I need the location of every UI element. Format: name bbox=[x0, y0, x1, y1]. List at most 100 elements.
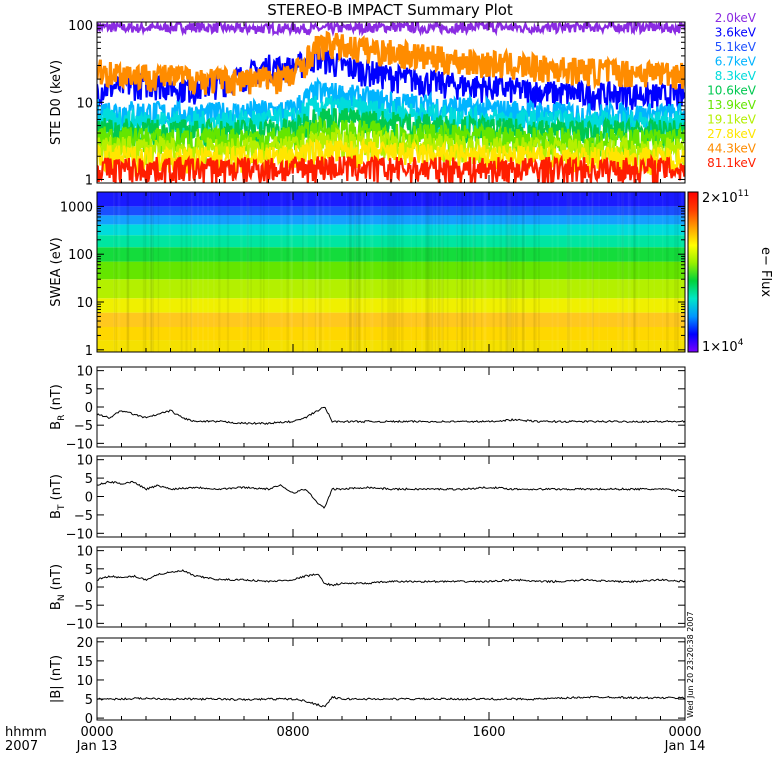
spectrogram-texture bbox=[551, 192, 554, 352]
spectrogram-texture bbox=[592, 192, 594, 352]
spectrogram-texture bbox=[653, 192, 655, 352]
spectrogram-texture bbox=[316, 192, 320, 352]
colorbar-min-label: 1×104 bbox=[702, 338, 744, 355]
spectrogram-texture bbox=[113, 192, 116, 352]
spectrogram-texture bbox=[290, 192, 293, 352]
spectrogram-texture bbox=[437, 192, 441, 352]
ytick-label: 0 bbox=[85, 491, 93, 506]
spectrogram-texture bbox=[627, 192, 630, 352]
legend-entry: 19.1keV bbox=[707, 113, 757, 127]
spectrogram-texture bbox=[180, 192, 183, 352]
spectrogram-texture bbox=[621, 192, 625, 352]
spectrogram-texture bbox=[665, 192, 669, 352]
spectrogram-texture bbox=[509, 192, 513, 352]
ytick-label: 0 bbox=[85, 401, 93, 416]
spectrogram-texture bbox=[592, 192, 594, 352]
panel-data-bmag bbox=[97, 695, 685, 708]
spectrogram-texture bbox=[426, 192, 429, 352]
spectrogram-texture bbox=[126, 192, 130, 352]
ytick-label: 0 bbox=[85, 712, 93, 727]
ylabel-bmag: |B| (nT) bbox=[49, 655, 64, 703]
spectrogram-texture bbox=[630, 192, 632, 352]
legend-entry: 44.3keV bbox=[707, 142, 757, 156]
series-line-bmag bbox=[97, 695, 685, 708]
spectrogram-texture bbox=[361, 192, 363, 352]
panel-br: 10 5 0 −5 −10 BR (nT) bbox=[49, 365, 686, 452]
ytick-label: −10 bbox=[66, 527, 93, 542]
spectrogram-texture bbox=[290, 192, 293, 352]
ytick-label: 1 bbox=[85, 344, 93, 359]
ytick-label: 10 bbox=[76, 674, 93, 689]
spectrogram-texture bbox=[113, 192, 116, 352]
panel-frame-bt bbox=[96, 455, 686, 538]
spectrogram-texture bbox=[218, 192, 221, 352]
spectrogram-texture bbox=[460, 192, 464, 352]
panel-frame-bn bbox=[96, 546, 686, 628]
xtick-sublabel: Jan 14 bbox=[664, 739, 706, 754]
spectrogram-texture bbox=[410, 192, 412, 352]
legend-entry: 2.0keV bbox=[715, 11, 757, 25]
spectrogram-texture bbox=[305, 192, 308, 352]
spectrogram-texture bbox=[364, 192, 366, 352]
spectrogram-band bbox=[97, 224, 685, 236]
spectrogram-texture bbox=[328, 192, 332, 352]
spectrogram-band bbox=[97, 215, 685, 225]
ytick-label: 1000 bbox=[60, 200, 93, 215]
spectrogram-band bbox=[97, 312, 685, 328]
spectrogram-texture bbox=[681, 192, 683, 352]
spectrogram-texture bbox=[566, 192, 570, 352]
spectrogram-texture bbox=[566, 192, 570, 352]
ste-channel-1 bbox=[97, 47, 685, 113]
spectrogram-texture bbox=[353, 192, 355, 352]
spectrogram-texture bbox=[262, 192, 265, 352]
ytick-label: 5 bbox=[85, 383, 93, 398]
spectrogram-texture bbox=[586, 192, 590, 352]
spectrogram-texture bbox=[446, 192, 449, 352]
ylabel-subscript: R bbox=[57, 415, 67, 421]
spectrogram-texture bbox=[507, 192, 510, 352]
spectrogram-texture bbox=[638, 192, 640, 352]
xtick-label: 0000 bbox=[80, 725, 113, 740]
spectrogram-texture bbox=[556, 192, 559, 352]
ytick-label: 10 bbox=[76, 545, 93, 560]
spectrogram-texture bbox=[606, 192, 609, 352]
ytick-label: −10 bbox=[66, 437, 93, 452]
spectrogram-texture bbox=[661, 192, 664, 352]
panel-bmag: 20 15 10 5 0 |B| (nT) bbox=[49, 636, 686, 727]
spectrogram-texture bbox=[246, 192, 250, 352]
ylabel-unit: (nT) bbox=[49, 384, 64, 414]
panel-ste: 1 10 100 STE D0 (keV) 2.0keV3.6keV5.1keV6.7k… bbox=[49, 11, 757, 188]
ste-channel-9 bbox=[97, 30, 685, 96]
spectrogram-texture bbox=[628, 192, 630, 352]
ylabel-swea: SWEA (eV) bbox=[49, 237, 64, 306]
spectrogram-texture bbox=[126, 192, 129, 352]
spectrogram-texture bbox=[400, 192, 404, 352]
ytick-label: 100 bbox=[68, 19, 93, 34]
spectrogram-texture bbox=[149, 192, 152, 352]
spectrogram-texture bbox=[538, 192, 540, 352]
ytick-label: 100 bbox=[68, 248, 93, 263]
ylabel-unit: (nT) bbox=[49, 474, 64, 504]
spectrogram-texture bbox=[315, 192, 319, 352]
spectrogram-texture bbox=[674, 192, 677, 352]
spectrogram-texture bbox=[506, 192, 508, 352]
spectrogram-texture bbox=[461, 192, 464, 352]
spectrogram-texture bbox=[144, 192, 147, 352]
spectrogram-band bbox=[97, 247, 685, 262]
spectrogram-texture bbox=[415, 192, 417, 352]
spectrogram-band bbox=[97, 235, 685, 248]
spectrogram-texture bbox=[115, 192, 117, 352]
spectrogram-texture bbox=[358, 192, 361, 352]
spectrogram-texture bbox=[436, 192, 439, 352]
spectrogram-texture bbox=[190, 192, 192, 352]
panel-frame-bmag bbox=[96, 637, 686, 721]
ylabel-bt: BT (nT) bbox=[49, 474, 67, 519]
spectrogram-texture bbox=[441, 192, 444, 352]
spectrogram-texture bbox=[472, 192, 474, 352]
panel-data-swea bbox=[97, 192, 685, 352]
spectrogram-texture bbox=[509, 192, 512, 352]
spectrogram-texture bbox=[431, 192, 433, 352]
colorbar-label: e− Flux bbox=[758, 247, 773, 297]
spectrogram-texture bbox=[499, 192, 503, 352]
ylabel-subscript: N bbox=[57, 594, 67, 601]
